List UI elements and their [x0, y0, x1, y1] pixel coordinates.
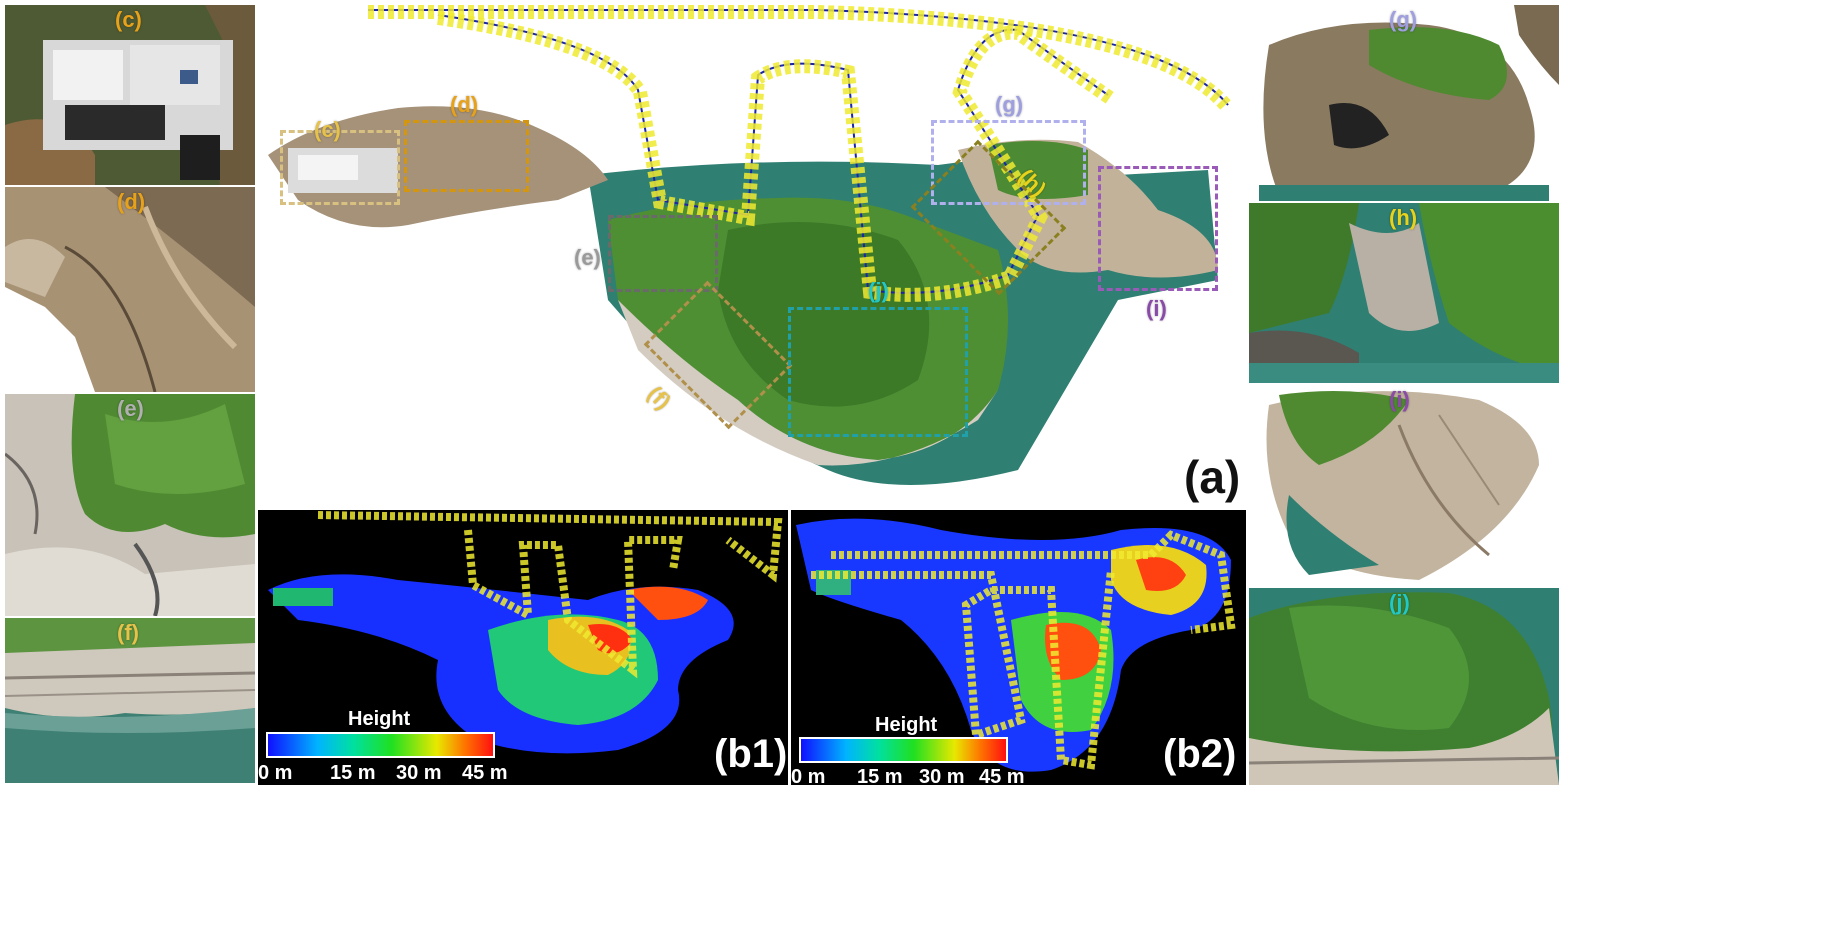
cliff-photo-g [1259, 5, 1559, 201]
region-box-d [404, 120, 529, 192]
photo-panel-i: (i) [1249, 385, 1559, 585]
rock-photo-i [1266, 391, 1539, 580]
photo-panel-c: (c) [5, 5, 255, 185]
region-box-e [608, 215, 718, 292]
panel-label-b2: (b2) [1163, 732, 1237, 776]
panel-label-b1: (b1) [714, 732, 788, 776]
panel-label-d: (d) [117, 189, 146, 214]
overview-label-i: (i) [1146, 296, 1167, 321]
colorbar-tick-30m-b2: 30 m [919, 766, 965, 785]
overview-label-c: (c) [314, 117, 341, 142]
region-box-j [788, 307, 968, 437]
overview-label-j: (j) [868, 278, 889, 303]
height-map-b1 [268, 511, 783, 754]
photo-panel-d: (d) [5, 187, 255, 392]
colorbar-tick-30m-b1: 30 m [396, 762, 442, 784]
panel-label-g: (g) [1389, 7, 1418, 32]
panel-label-c: (c) [115, 7, 142, 32]
vegetated-slope-photo-j [1249, 592, 1559, 785]
colorbar-title-b1: Height [348, 708, 411, 730]
colorbar-tick-15m-b2: 15 m [857, 766, 903, 785]
panel-label-f: (f) [117, 620, 139, 645]
photo-panel-g: (g) [1249, 5, 1559, 201]
height-map-panel-b1: Height 0 m 15 m 30 m 45 m (b1) [258, 510, 788, 785]
height-map-b2 [796, 518, 1236, 772]
region-box-i [1098, 166, 1218, 291]
panel-label-a: (a) [1184, 451, 1241, 503]
colorbar-tick-15m-b1: 15 m [330, 762, 376, 784]
panel-label-h: (h) [1389, 205, 1418, 230]
coast-photo-f [5, 618, 255, 783]
region-box-g [931, 120, 1086, 205]
colorbar-title-b2: Height [875, 714, 938, 736]
overview-panel-a: (c) (d) (e) (f) (g) (h) (i) (j) (a) [258, 0, 1245, 508]
photo-panel-j: (j) [1249, 588, 1559, 785]
colorbar-tick-45m-b1: 45 m [462, 762, 508, 784]
building-photo [5, 5, 255, 185]
height-map-panel-b2: Height 0 m 15 m 30 m 45 m (b2) [791, 510, 1246, 785]
gully-photo-h [1249, 203, 1559, 383]
colorbar-b1 [266, 732, 495, 758]
panel-label-e: (e) [117, 396, 144, 421]
overview-label-g: (g) [995, 92, 1024, 117]
colorbar-tick-0m-b1: 0 m [258, 762, 293, 784]
vegetation-rock-photo-e [5, 394, 255, 616]
panel-label-i: (i) [1389, 387, 1410, 412]
colorbar-b2 [799, 737, 1008, 763]
rock-photo-d [5, 187, 255, 392]
photo-panel-h: (h) [1249, 203, 1559, 383]
overview-label-e: (e) [574, 245, 601, 270]
island-overview [268, 5, 1234, 485]
colorbar-tick-45m-b2: 45 m [979, 766, 1025, 785]
colorbar-tick-0m-b2: 0 m [791, 766, 826, 785]
region-box-c [280, 130, 400, 205]
photo-panel-f: (f) [5, 618, 255, 783]
panel-label-j: (j) [1389, 590, 1410, 615]
overview-label-d: (d) [450, 92, 479, 117]
photo-panel-e: (e) [5, 394, 255, 616]
